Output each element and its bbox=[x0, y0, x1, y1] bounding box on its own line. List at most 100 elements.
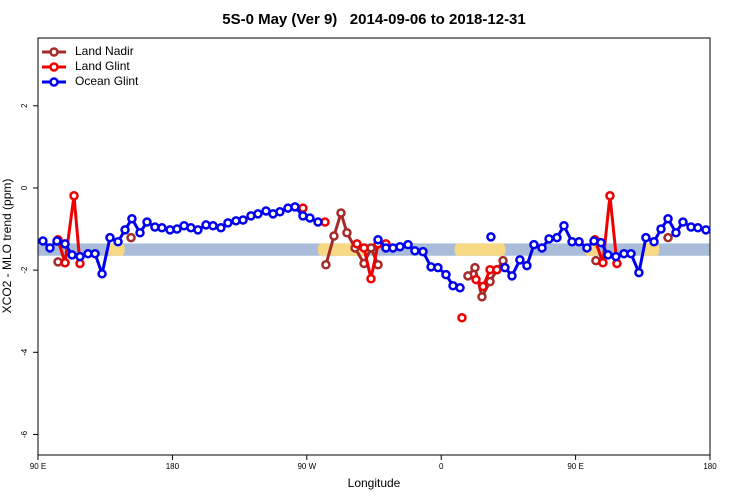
data-point bbox=[478, 281, 488, 292]
data-point bbox=[359, 243, 369, 253]
data-point bbox=[492, 264, 502, 275]
data-point bbox=[678, 217, 688, 227]
data-point bbox=[69, 191, 79, 201]
legend-label: Land Glint bbox=[75, 59, 130, 73]
data-point bbox=[52, 236, 62, 246]
data-point bbox=[537, 243, 547, 253]
x-tick-label: 90 E bbox=[567, 462, 583, 471]
x-tick-label: 90 W bbox=[297, 462, 316, 471]
data-point bbox=[313, 217, 323, 227]
data-point bbox=[441, 269, 451, 280]
data-point bbox=[418, 246, 428, 257]
data-point bbox=[574, 237, 584, 247]
series-line bbox=[56, 194, 82, 265]
legend-marker bbox=[49, 62, 59, 72]
legend-marker bbox=[49, 77, 59, 87]
data-point bbox=[463, 271, 473, 281]
y-tick-label: -4 bbox=[20, 348, 29, 356]
data-point bbox=[410, 246, 420, 256]
y-axis-label: XCO2 - MLO trend (ppm) bbox=[0, 179, 14, 314]
plot-frame bbox=[37, 37, 711, 456]
data-point bbox=[552, 232, 562, 243]
data-point bbox=[529, 239, 539, 250]
data-point bbox=[275, 207, 285, 217]
data-point bbox=[395, 241, 405, 252]
data-point bbox=[113, 237, 123, 247]
data-point bbox=[60, 239, 70, 249]
data-point bbox=[582, 243, 592, 253]
data-point bbox=[216, 223, 226, 233]
data-point bbox=[38, 236, 48, 246]
data-point bbox=[127, 214, 137, 224]
x-tick-label: 0 bbox=[439, 462, 444, 471]
data-point bbox=[477, 292, 487, 302]
data-point bbox=[373, 234, 383, 245]
land-band bbox=[108, 243, 125, 256]
data-point bbox=[603, 250, 613, 260]
data-point bbox=[455, 283, 465, 293]
data-point bbox=[157, 223, 167, 233]
data-point bbox=[298, 203, 308, 213]
data-point bbox=[67, 250, 77, 260]
y-tick-label: 2 bbox=[20, 103, 29, 108]
data-point bbox=[290, 202, 300, 212]
data-point bbox=[172, 224, 182, 234]
data-point bbox=[105, 232, 115, 243]
data-point bbox=[486, 232, 496, 242]
data-point bbox=[253, 209, 263, 219]
data-point bbox=[500, 262, 510, 273]
data-point bbox=[671, 227, 681, 238]
data-point bbox=[45, 243, 55, 253]
data-point bbox=[626, 248, 636, 259]
data-point bbox=[471, 274, 481, 285]
data-point bbox=[507, 271, 517, 281]
data-point bbox=[336, 208, 346, 218]
data-point bbox=[193, 225, 203, 235]
data-point bbox=[90, 248, 100, 259]
data-point bbox=[126, 232, 136, 243]
data-point bbox=[135, 227, 145, 238]
data-point bbox=[352, 239, 362, 249]
land-band bbox=[454, 243, 506, 256]
data-point bbox=[75, 251, 85, 262]
land-band bbox=[642, 243, 660, 256]
data-point bbox=[60, 257, 70, 268]
data-point bbox=[641, 232, 651, 243]
data-point bbox=[142, 217, 152, 227]
x-tick-label: 180 bbox=[166, 462, 180, 471]
legend-label: Ocean Glint bbox=[75, 74, 139, 88]
data-point bbox=[522, 260, 532, 271]
data-point bbox=[605, 191, 615, 201]
data-point bbox=[701, 225, 711, 235]
data-point bbox=[596, 237, 606, 248]
y-tick-label: 0 bbox=[20, 185, 29, 190]
data-point bbox=[656, 224, 666, 234]
data-point bbox=[663, 232, 673, 243]
x-tick-label: 90 E bbox=[30, 462, 46, 471]
data-point bbox=[598, 257, 608, 268]
data-point bbox=[321, 260, 331, 270]
data-point bbox=[693, 223, 703, 233]
x-tick-label: 180 bbox=[703, 462, 717, 471]
y-tick-label: -6 bbox=[20, 430, 29, 438]
data-point bbox=[634, 267, 644, 278]
data-point bbox=[208, 221, 218, 231]
data-point bbox=[403, 239, 413, 250]
data-point bbox=[342, 227, 352, 238]
data-point bbox=[97, 269, 107, 279]
data-point bbox=[457, 313, 467, 323]
data-point bbox=[223, 218, 233, 228]
chart-title: 5S-0 May (Ver 9) 2014-09-06 to 2018-12-3… bbox=[222, 11, 526, 28]
data-point bbox=[366, 274, 376, 284]
data-point bbox=[470, 262, 480, 273]
data-point bbox=[649, 237, 659, 247]
data-point bbox=[433, 262, 443, 273]
data-point bbox=[559, 221, 569, 231]
data-point bbox=[305, 213, 315, 223]
x-axis-label: Longitude bbox=[348, 476, 401, 490]
data-point bbox=[663, 214, 673, 224]
data-point bbox=[515, 255, 525, 265]
legend-label: Land Nadir bbox=[75, 44, 134, 58]
data-point bbox=[120, 225, 130, 235]
